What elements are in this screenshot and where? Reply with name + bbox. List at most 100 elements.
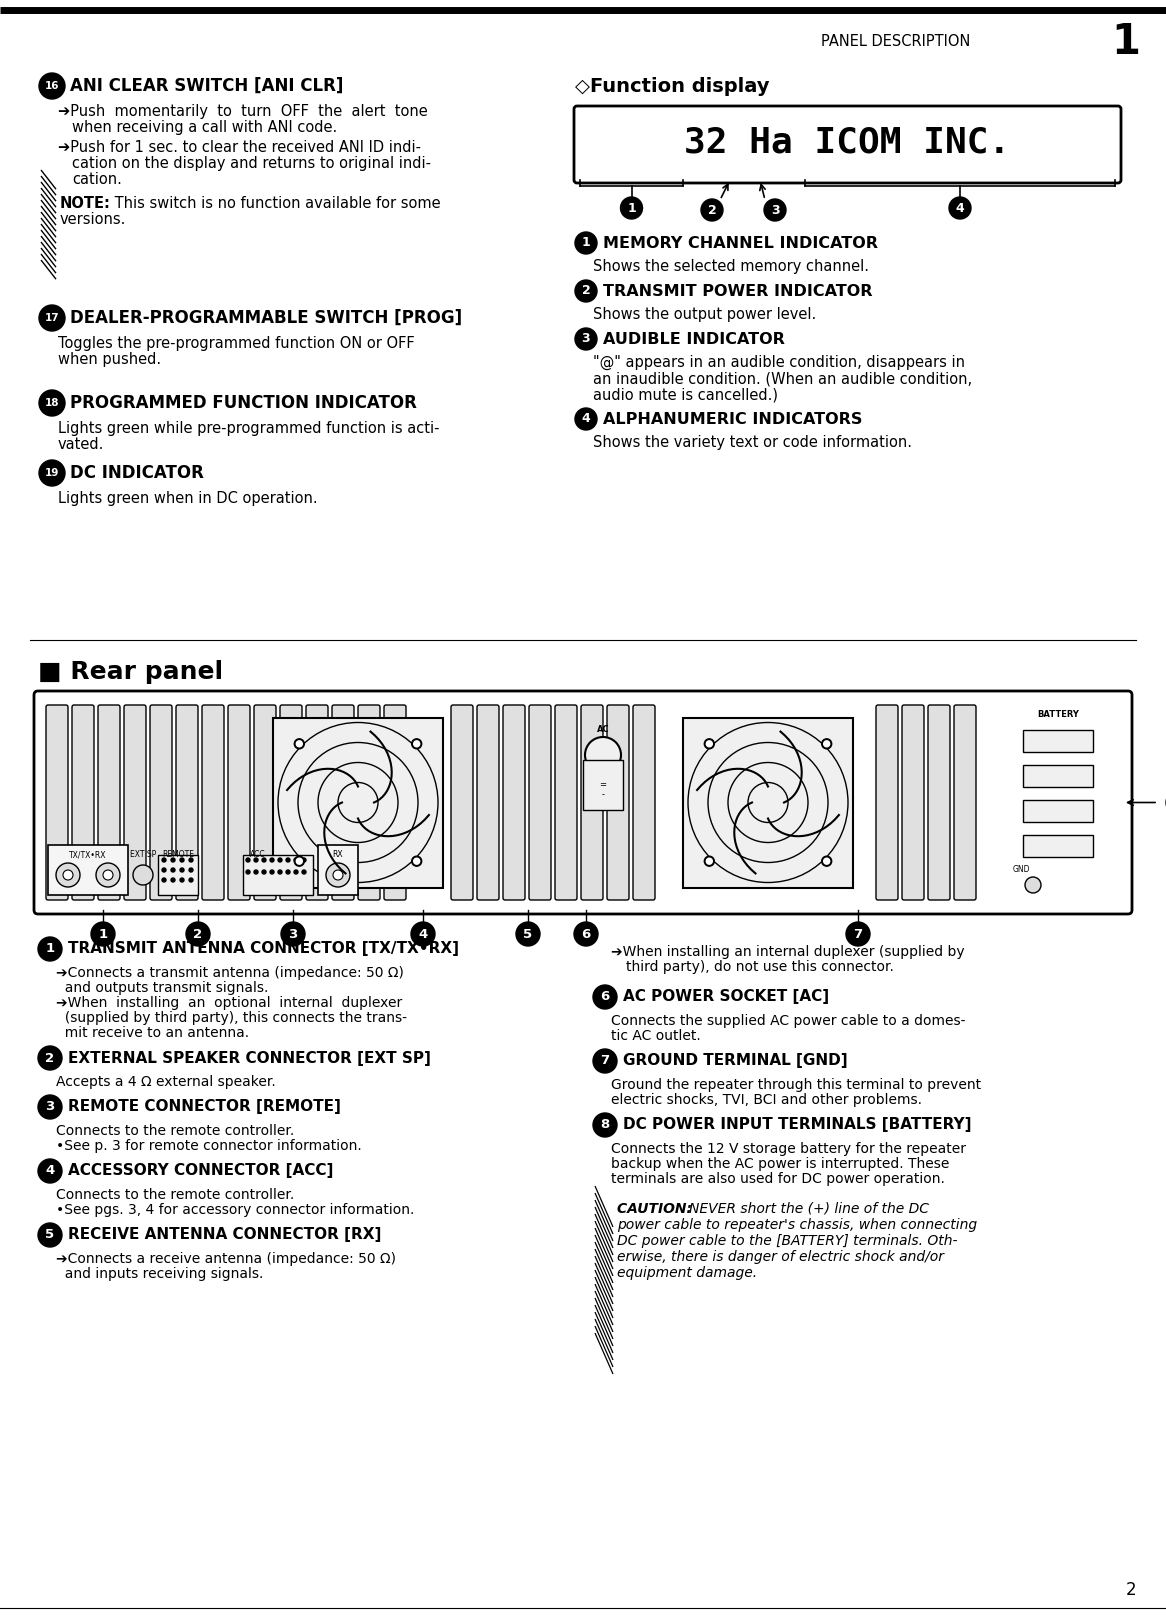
FancyBboxPatch shape — [124, 705, 146, 900]
Text: DC INDICATOR: DC INDICATOR — [70, 464, 204, 481]
Bar — [583, 760, 623, 810]
Text: ➔Connects a receive antenna (impedance: 50 Ω): ➔Connects a receive antenna (impedance: … — [56, 1251, 396, 1266]
FancyBboxPatch shape — [902, 705, 923, 900]
Text: ◇Function display: ◇Function display — [575, 76, 770, 96]
Text: when pushed.: when pushed. — [58, 352, 161, 366]
Circle shape — [326, 862, 350, 887]
Text: =
-: = - — [599, 780, 606, 799]
Text: BATTERY: BATTERY — [1037, 710, 1079, 720]
FancyBboxPatch shape — [34, 691, 1132, 914]
Text: 2: 2 — [194, 927, 203, 940]
Circle shape — [302, 858, 305, 862]
FancyBboxPatch shape — [928, 705, 950, 900]
Circle shape — [262, 870, 266, 874]
Circle shape — [271, 858, 274, 862]
Text: 6: 6 — [600, 990, 610, 1003]
Text: 3: 3 — [288, 927, 297, 940]
Text: ACC: ACC — [251, 849, 266, 859]
Text: equipment damage.: equipment damage. — [617, 1266, 757, 1281]
Circle shape — [180, 867, 184, 872]
FancyBboxPatch shape — [358, 705, 380, 900]
Circle shape — [246, 858, 250, 862]
Text: TRANSMIT ANTENNA CONNECTOR [TX/TX•RX]: TRANSMIT ANTENNA CONNECTOR [TX/TX•RX] — [68, 942, 459, 956]
FancyBboxPatch shape — [451, 705, 473, 900]
Circle shape — [593, 1114, 617, 1136]
Text: 4: 4 — [419, 927, 428, 940]
Circle shape — [262, 858, 266, 862]
Circle shape — [38, 1222, 62, 1247]
FancyBboxPatch shape — [229, 705, 250, 900]
Text: ➔When installing an internal duplexer (supplied by: ➔When installing an internal duplexer (s… — [611, 945, 964, 960]
Text: 5: 5 — [45, 1229, 55, 1242]
Circle shape — [38, 391, 65, 417]
Text: 2: 2 — [45, 1052, 55, 1065]
Text: GROUND TERMINAL [GND]: GROUND TERMINAL [GND] — [623, 1054, 848, 1068]
Circle shape — [701, 199, 723, 220]
FancyBboxPatch shape — [254, 705, 276, 900]
Circle shape — [575, 232, 597, 254]
Circle shape — [133, 866, 153, 885]
Text: Lights green while pre-programmed function is acti-: Lights green while pre-programmed functi… — [58, 421, 440, 436]
Circle shape — [410, 922, 435, 947]
Circle shape — [38, 460, 65, 486]
FancyBboxPatch shape — [529, 705, 552, 900]
Text: GND: GND — [1013, 866, 1031, 874]
Text: (supplied by third party), this connects the trans-: (supplied by third party), this connects… — [56, 1012, 407, 1024]
Circle shape — [162, 879, 166, 882]
Text: an inaudible condition. (When an audible condition,: an inaudible condition. (When an audible… — [593, 371, 972, 386]
Circle shape — [823, 741, 830, 747]
Text: •See pgs. 3, 4 for accessory connector information.: •See pgs. 3, 4 for accessory connector i… — [56, 1203, 414, 1217]
Circle shape — [333, 870, 343, 880]
FancyBboxPatch shape — [176, 705, 198, 900]
Text: 4: 4 — [582, 412, 590, 425]
Circle shape — [38, 1159, 62, 1183]
Text: REMOTE CONNECTOR [REMOTE]: REMOTE CONNECTOR [REMOTE] — [68, 1099, 340, 1115]
Bar — [273, 718, 443, 888]
Text: ANI CLEAR SWITCH [ANI CLR]: ANI CLEAR SWITCH [ANI CLR] — [70, 78, 343, 96]
Text: EXTERNAL SPEAKER CONNECTOR [EXT SP]: EXTERNAL SPEAKER CONNECTOR [EXT SP] — [68, 1050, 431, 1065]
Circle shape — [180, 879, 184, 882]
Bar — [1023, 801, 1093, 822]
Circle shape — [294, 856, 304, 866]
Text: Ground the repeater through this terminal to prevent: Ground the repeater through this termina… — [611, 1078, 981, 1093]
FancyBboxPatch shape — [384, 705, 406, 900]
Circle shape — [246, 870, 250, 874]
Circle shape — [517, 922, 540, 947]
Text: 6: 6 — [582, 927, 591, 940]
Text: 1: 1 — [98, 927, 107, 940]
Text: •See p. 3 for remote connector information.: •See p. 3 for remote connector informati… — [56, 1140, 361, 1153]
Circle shape — [593, 986, 617, 1008]
Circle shape — [180, 858, 184, 862]
Circle shape — [103, 870, 113, 880]
Bar — [683, 718, 854, 888]
Circle shape — [412, 856, 422, 866]
Text: "@" appears in an audible condition, disappears in: "@" appears in an audible condition, dis… — [593, 355, 965, 370]
Circle shape — [281, 922, 305, 947]
FancyBboxPatch shape — [607, 705, 628, 900]
Circle shape — [254, 870, 258, 874]
Circle shape — [189, 858, 194, 862]
Circle shape — [822, 856, 831, 866]
FancyBboxPatch shape — [876, 705, 898, 900]
Circle shape — [620, 198, 642, 219]
Circle shape — [302, 870, 305, 874]
Circle shape — [171, 879, 175, 882]
Text: 32 Ha ICOM INC.: 32 Ha ICOM INC. — [684, 125, 1011, 159]
Text: 7: 7 — [600, 1055, 610, 1068]
Text: RECEIVE ANTENNA CONNECTOR [RX]: RECEIVE ANTENNA CONNECTOR [RX] — [68, 1227, 381, 1243]
Circle shape — [294, 870, 298, 874]
Circle shape — [271, 870, 274, 874]
Circle shape — [278, 870, 282, 874]
Text: 2: 2 — [582, 285, 590, 298]
Text: AC POWER SOCKET [AC]: AC POWER SOCKET [AC] — [623, 989, 829, 1005]
Circle shape — [707, 741, 712, 747]
Bar — [1023, 729, 1093, 752]
Text: 3: 3 — [45, 1101, 55, 1114]
Circle shape — [294, 858, 298, 862]
Text: ➔Push for 1 sec. to clear the received ANI ID indi-: ➔Push for 1 sec. to clear the received A… — [58, 139, 421, 156]
FancyBboxPatch shape — [581, 705, 603, 900]
Circle shape — [296, 858, 302, 864]
Circle shape — [294, 739, 304, 749]
FancyBboxPatch shape — [477, 705, 499, 900]
Text: 16: 16 — [44, 81, 59, 91]
